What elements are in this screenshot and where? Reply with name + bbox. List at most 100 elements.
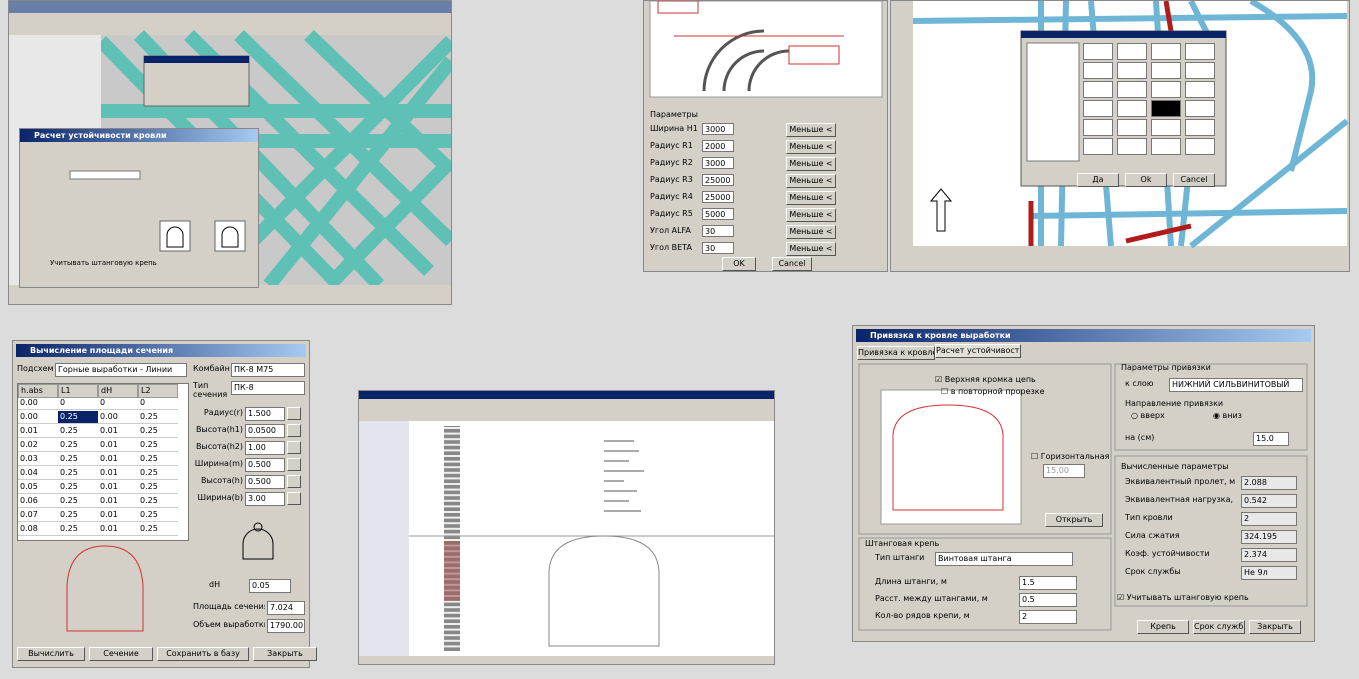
param-field[interactable]: 2000 <box>702 140 734 152</box>
table-cell[interactable]: 0.25 <box>138 411 178 424</box>
dialog-button[interactable]: Ok <box>1125 173 1167 187</box>
spin-button[interactable] <box>287 475 301 488</box>
table-cell[interactable]: 0.05 <box>18 481 58 494</box>
icon-button[interactable] <box>1117 43 1147 60</box>
subsystem-field[interactable]: Горные выработки - Линии <box>55 363 187 377</box>
action-button[interactable]: Сечение <box>89 647 153 661</box>
icon-button[interactable] <box>1151 119 1181 136</box>
table-cell[interactable]: 0 <box>98 397 138 410</box>
field-input[interactable]: 0.0500 <box>245 424 285 438</box>
table-cell[interactable]: 0.25 <box>138 439 178 452</box>
icon-button[interactable] <box>1117 100 1147 117</box>
table-cell[interactable]: 0.25 <box>138 495 178 508</box>
tab-active[interactable]: Расчет устойчивости <box>935 344 1021 358</box>
param-field[interactable]: 25000 <box>702 191 734 203</box>
icon-button[interactable] <box>1151 62 1181 79</box>
field-input[interactable]: 1.00 <box>245 441 285 455</box>
action-button[interactable]: Крепь <box>1137 620 1189 634</box>
action-button[interactable]: Сохранить в базу <box>157 647 249 661</box>
table-cell[interactable]: 0.08 <box>18 523 58 536</box>
table-cell[interactable]: 0.25 <box>138 509 178 522</box>
table-cell[interactable]: 0.25 <box>58 439 98 452</box>
spin-button[interactable] <box>287 458 301 471</box>
table-cell[interactable]: 0.25 <box>138 425 178 438</box>
table-cell[interactable]: 0.01 <box>98 509 138 522</box>
table-cell[interactable]: 0.01 <box>98 467 138 480</box>
icon-button[interactable] <box>1185 138 1215 155</box>
table-cell[interactable]: 0.01 <box>98 481 138 494</box>
icon-button[interactable] <box>1083 119 1113 136</box>
table-cell[interactable]: 0.25 <box>58 467 98 480</box>
icon-button[interactable] <box>1151 43 1181 60</box>
table-cell[interactable]: 0.06 <box>18 495 58 508</box>
table-cell[interactable]: 0 <box>138 397 178 410</box>
field-input[interactable]: 1.500 <box>245 407 285 421</box>
icon-button[interactable] <box>1083 138 1113 155</box>
table-cell[interactable]: 0.01 <box>98 425 138 438</box>
checkbox-label[interactable]: Учитывать штанговую крепь <box>50 259 157 267</box>
table-cell[interactable]: 0 <box>58 397 98 410</box>
field-input[interactable]: 0.500 <box>245 458 285 472</box>
table-cell[interactable]: 0.25 <box>58 481 98 494</box>
param-field[interactable]: 30 <box>702 242 734 254</box>
icon-button[interactable] <box>1083 100 1113 117</box>
less-button[interactable]: Меньше < <box>786 191 836 205</box>
combine-field[interactable]: ПК-8 М75 <box>231 363 305 377</box>
type-field[interactable]: ПК-8 <box>231 381 305 395</box>
field-input[interactable]: 0.5 <box>1019 593 1077 607</box>
icon-button[interactable] <box>1117 81 1147 98</box>
table-cell[interactable]: 0.25 <box>138 523 178 536</box>
horizontal-field[interactable]: 15.00 <box>1043 464 1085 478</box>
icon-button[interactable] <box>1185 62 1215 79</box>
param-field[interactable]: 30 <box>702 225 734 237</box>
ok-button[interactable]: OK <box>722 257 756 271</box>
less-button[interactable]: Меньше < <box>786 140 836 154</box>
field-input[interactable]: 2 <box>1019 610 1077 624</box>
bolt-type-field[interactable]: Винтовая штанга <box>935 552 1073 566</box>
layer-field[interactable]: НИЖНИЙ СИЛЬВИНИТОВЫЙ <box>1169 378 1303 392</box>
icon-button[interactable] <box>1117 138 1147 155</box>
table-cell[interactable]: 0.25 <box>138 453 178 466</box>
table-cell[interactable]: 0.25 <box>138 481 178 494</box>
less-button[interactable]: Меньше < <box>786 123 836 137</box>
less-button[interactable]: Меньше < <box>786 242 836 256</box>
param-field[interactable]: 25000 <box>702 174 734 186</box>
icon-button[interactable] <box>1185 43 1215 60</box>
radio[interactable]: ◉ вниз <box>1213 411 1242 420</box>
table-cell[interactable]: 0.01 <box>98 439 138 452</box>
icon-button[interactable] <box>1185 100 1215 117</box>
table-cell[interactable]: 0.25 <box>58 509 98 522</box>
icon-button[interactable] <box>1151 100 1181 117</box>
icon-button[interactable] <box>1083 62 1113 79</box>
icon-button[interactable] <box>1083 81 1113 98</box>
table-cell[interactable]: 0.00 <box>98 411 138 424</box>
table-cell[interactable]: 0.01 <box>18 425 58 438</box>
action-button[interactable]: Срок службы <box>1193 620 1245 634</box>
table-cell[interactable]: 0.07 <box>18 509 58 522</box>
param-field[interactable]: 3000 <box>702 157 734 169</box>
table-cell[interactable]: 0.25 <box>58 411 98 424</box>
table-cell[interactable]: 0.01 <box>98 495 138 508</box>
table-cell[interactable]: 0.03 <box>18 453 58 466</box>
field-input[interactable]: 3.00 <box>245 492 285 506</box>
table-cell[interactable]: 0.25 <box>58 523 98 536</box>
table-cell[interactable]: 0.04 <box>18 467 58 480</box>
table-cell[interactable]: 0.25 <box>58 495 98 508</box>
less-button[interactable]: Меньше < <box>786 208 836 222</box>
less-button[interactable]: Меньше < <box>786 157 836 171</box>
table-cell[interactable]: 0.01 <box>98 523 138 536</box>
icon-button[interactable] <box>1117 119 1147 136</box>
icon-button[interactable] <box>1151 81 1181 98</box>
param-field[interactable]: 5000 <box>702 208 734 220</box>
spin-button[interactable] <box>287 441 301 454</box>
dialog-button[interactable]: Да <box>1077 173 1119 187</box>
table-cell[interactable]: 0.25 <box>58 453 98 466</box>
radio[interactable]: ○ вверх <box>1131 411 1165 420</box>
spin-button[interactable] <box>287 424 301 437</box>
icon-button[interactable] <box>1117 62 1147 79</box>
less-button[interactable]: Меньше < <box>786 225 836 239</box>
offset-field[interactable]: 15.0 <box>1253 432 1289 446</box>
field-input[interactable]: 0.500 <box>245 475 285 489</box>
checkbox[interactable]: ☐ в повторной прорезке <box>941 387 1045 396</box>
icon-button[interactable] <box>1083 43 1113 60</box>
